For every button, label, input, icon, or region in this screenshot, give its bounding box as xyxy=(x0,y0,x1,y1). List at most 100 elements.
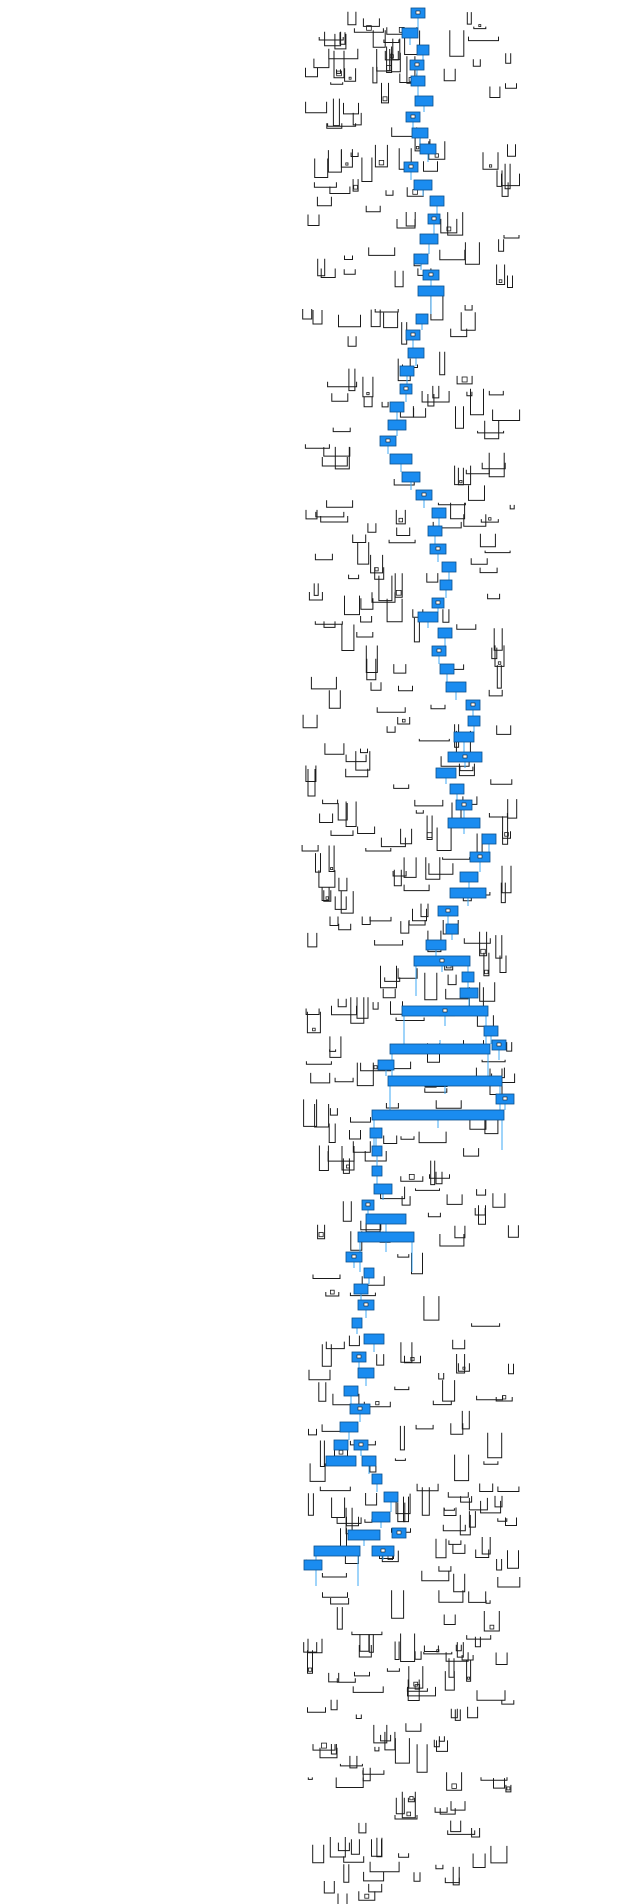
outline-node xyxy=(307,1493,314,1516)
outline-node xyxy=(404,30,421,55)
outline-node xyxy=(450,328,468,338)
highlighted-node xyxy=(369,1127,383,1139)
outline-node xyxy=(466,1660,472,1682)
outline-node xyxy=(305,1008,320,1015)
outline-node xyxy=(304,444,330,449)
outline-node xyxy=(348,1335,360,1347)
outline-node-marker xyxy=(312,1027,316,1032)
outline-node xyxy=(380,965,397,989)
outline-node xyxy=(505,83,517,89)
outline-node xyxy=(493,1778,505,1789)
outline-node xyxy=(474,1208,486,1216)
outline-node xyxy=(397,1502,406,1523)
highlighted-node xyxy=(437,627,453,639)
highlighted-node xyxy=(353,1283,369,1295)
highlighted-node xyxy=(429,195,445,207)
outline-node xyxy=(398,685,413,692)
outline-node xyxy=(447,1492,469,1498)
outline-node xyxy=(369,1861,400,1873)
highlighted-node xyxy=(387,419,407,431)
outline-node xyxy=(447,1830,476,1835)
outline-node xyxy=(456,1642,464,1658)
outline-node xyxy=(329,1837,346,1858)
outline-node xyxy=(361,1276,385,1286)
outline-node xyxy=(496,1559,503,1571)
outline-node xyxy=(479,931,488,957)
outline-node xyxy=(502,831,511,839)
outline-node xyxy=(352,112,362,126)
outline-node xyxy=(336,1517,362,1524)
outline-node xyxy=(455,1644,462,1652)
highlighted-node xyxy=(325,1455,357,1467)
outline-node xyxy=(471,1323,501,1327)
highlighted-node xyxy=(445,923,459,935)
outline-node-marker xyxy=(461,376,468,383)
outline-node xyxy=(461,1410,470,1430)
highlighted-node xyxy=(401,471,421,483)
outline-node xyxy=(372,1002,379,1010)
outline-node xyxy=(381,401,389,408)
outline-node-marker xyxy=(395,590,402,596)
outline-node xyxy=(380,837,406,848)
outline-node-marker xyxy=(467,1676,470,1680)
outline-node xyxy=(415,1188,440,1191)
outline-node xyxy=(491,647,498,660)
outline-node xyxy=(443,1614,456,1625)
highlighted-node xyxy=(313,1545,361,1557)
outline-node xyxy=(343,1864,350,1883)
outline-node xyxy=(307,214,320,226)
highlighted-node-marker xyxy=(445,908,451,913)
outline-node xyxy=(489,86,501,98)
outline-node xyxy=(345,768,369,778)
outline-node xyxy=(381,82,389,104)
highlighted-node xyxy=(410,75,426,87)
outline-node xyxy=(319,1440,325,1467)
outline-node xyxy=(380,1734,392,1742)
highlighted-node-marker xyxy=(431,216,437,221)
outline-node xyxy=(317,1224,326,1240)
outline-node xyxy=(426,815,433,840)
highlighted-node xyxy=(459,871,479,883)
highlighted-node-marker xyxy=(408,164,414,169)
outline-node xyxy=(463,514,487,527)
outline-node xyxy=(476,1690,506,1701)
outline-node xyxy=(424,972,438,1001)
outline-node-marker xyxy=(451,1783,457,1789)
outline-node xyxy=(323,890,332,902)
outline-node xyxy=(506,1042,513,1052)
outline-node xyxy=(421,1570,450,1582)
outline-node xyxy=(328,1672,340,1683)
outline-node-marker xyxy=(382,96,388,102)
outline-node xyxy=(376,1354,385,1366)
outline-node xyxy=(456,1354,466,1374)
outline-node xyxy=(493,628,503,651)
outline-node xyxy=(435,1538,447,1559)
outline-node xyxy=(452,1544,466,1554)
outline-node xyxy=(334,446,350,470)
outline-node xyxy=(459,766,474,772)
outline-node xyxy=(352,1141,371,1153)
outline-node xyxy=(365,205,381,213)
highlighted-node xyxy=(417,285,445,297)
highlighted-node xyxy=(383,1491,399,1503)
outline-node-marker xyxy=(489,1624,495,1630)
outline-node xyxy=(367,523,377,533)
highlighted-node xyxy=(347,1529,381,1541)
outline-node xyxy=(484,1119,499,1135)
outline-node xyxy=(360,598,374,610)
highlighted-node xyxy=(373,1183,393,1195)
outline-node xyxy=(378,575,393,602)
outline-node xyxy=(429,1174,450,1179)
outline-node xyxy=(502,816,509,845)
outline-node xyxy=(342,1158,350,1174)
outline-node-marker xyxy=(504,832,509,837)
outline-node xyxy=(301,845,319,852)
outline-node xyxy=(415,810,424,814)
highlighted-node xyxy=(387,1075,503,1087)
outline-node-marker xyxy=(484,969,489,975)
outline-node xyxy=(449,30,465,57)
outline-node xyxy=(454,465,472,486)
highlighted-node xyxy=(361,1455,377,1467)
highlighted-node xyxy=(363,1267,375,1279)
outline-node xyxy=(438,1590,464,1603)
